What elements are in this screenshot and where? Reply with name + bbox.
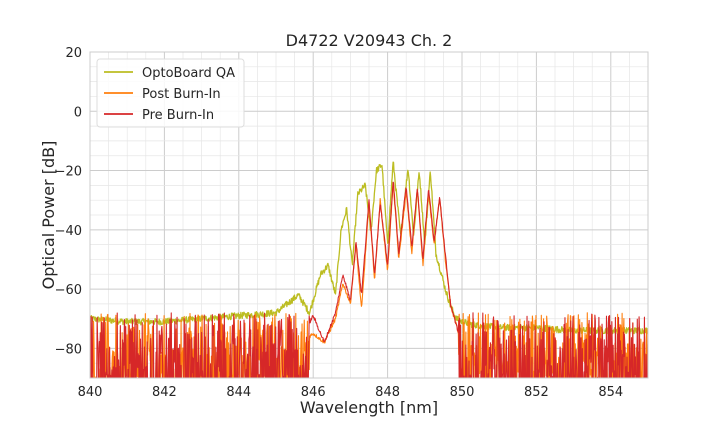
y-tick-label: 20 (65, 46, 82, 61)
x-tick-label: 846 (301, 385, 326, 400)
legend: OptoBoard QA Post Burn-In Pre Burn-In (96, 58, 245, 128)
plot-frame (89, 51, 649, 379)
x-tick-label: 850 (450, 385, 475, 400)
y-tick-label: −40 (55, 224, 82, 239)
x-tick-label: 852 (524, 385, 549, 400)
legend-label: Pre Burn-In (142, 108, 214, 123)
legend-label: OptoBoard QA (142, 66, 235, 81)
tick-labels: 840 842 844 846 848 850 852 854 20 0 −20 −40 −60 −80 (55, 46, 624, 400)
legend-box (96, 58, 245, 128)
y-tick-label: −20 (55, 165, 82, 180)
x-tick-label: 840 (78, 385, 103, 400)
y-axis-label: Optical Power [dB] (39, 141, 58, 290)
x-tick-label: 842 (152, 385, 177, 400)
y-tick-label: −80 (55, 342, 82, 357)
series-line-pre-burn-in (90, 181, 648, 378)
chart-title: D4722 V20943 Ch. 2 (286, 31, 453, 50)
y-tick-label: 0 (74, 105, 82, 120)
series-lines (90, 161, 648, 378)
legend-label: Post Burn-In (142, 87, 221, 102)
y-tick-label: −60 (55, 283, 82, 298)
x-tick-label: 848 (375, 385, 400, 400)
x-tick-label: 854 (598, 385, 623, 400)
x-tick-label: 844 (226, 385, 251, 400)
x-axis-label: Wavelength [nm] (300, 398, 438, 417)
series-line-optoboard-qa (90, 161, 648, 335)
